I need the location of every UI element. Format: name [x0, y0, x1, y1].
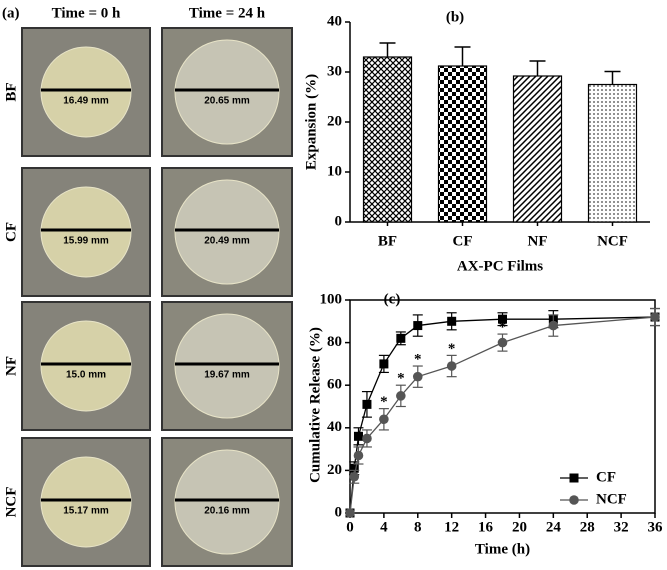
annotation: * — [499, 320, 507, 336]
x-axis-label: AX-PC Films — [457, 258, 543, 274]
y-tick-label: 80 — [327, 334, 342, 350]
marker — [379, 359, 389, 369]
measurement: 20.65 mm — [204, 96, 250, 107]
measurement: 15.99 mm — [63, 236, 109, 247]
x-axis-label: Time (h) — [475, 541, 530, 557]
y-tick-label: 10 — [327, 163, 342, 179]
annotation: * — [414, 351, 422, 367]
y-tick-label: 100 — [320, 291, 343, 307]
row-label: NCF — [3, 487, 19, 518]
film — [174, 313, 280, 419]
film — [40, 186, 132, 278]
marker — [345, 508, 355, 518]
x-tick-label: 32 — [614, 519, 629, 535]
marker — [396, 391, 406, 401]
marker — [353, 431, 363, 441]
x-tick-label: BF — [378, 233, 397, 249]
legend-label: NCF — [596, 491, 627, 507]
y-tick-label: 40 — [327, 419, 342, 435]
x-tick-label: 28 — [580, 519, 595, 535]
x-tick-label: NF — [528, 233, 548, 249]
marker — [446, 361, 457, 371]
bar — [362, 56, 413, 223]
legend-marker — [569, 495, 579, 505]
marker — [349, 471, 360, 482]
measurement: 16.49 mm — [63, 96, 109, 107]
legend-label: CF — [596, 469, 616, 485]
panel-label: (b) — [446, 9, 464, 25]
x-tick-label: 20 — [512, 519, 527, 535]
film — [40, 320, 132, 412]
measurement: 20.16 mm — [204, 506, 250, 517]
measurement: 15.17 mm — [63, 506, 109, 517]
x-tick-label: 24 — [546, 519, 562, 535]
y-tick-label: 40 — [327, 13, 342, 29]
marker — [548, 320, 559, 331]
film — [40, 46, 132, 138]
panel-label: (a) — [2, 5, 20, 21]
row-label: BF — [3, 82, 19, 101]
row-label: NF — [3, 356, 19, 376]
marker — [412, 371, 423, 382]
marker — [497, 337, 508, 348]
y-tick-label: 20 — [327, 113, 342, 129]
annotation: * — [397, 371, 405, 387]
x-tick-label: NCF — [597, 233, 628, 249]
column-header: Time = 0 h — [52, 5, 121, 21]
x-tick-label: 12 — [444, 519, 459, 535]
x-tick-label: 16 — [478, 519, 494, 535]
film — [174, 39, 280, 145]
marker — [362, 433, 372, 444]
marker — [379, 414, 389, 425]
bar — [437, 65, 488, 223]
measurement: 15.0 mm — [66, 370, 106, 381]
x-tick-label: 36 — [648, 519, 664, 535]
y-tick-label: 0 — [335, 504, 343, 520]
x-tick-label: CF — [453, 233, 473, 249]
y-axis-label: Expansion (%) — [303, 74, 319, 170]
column-header: Time = 24 h — [189, 5, 266, 21]
film — [174, 449, 280, 555]
marker — [349, 463, 359, 473]
marker — [353, 450, 364, 461]
marker — [413, 321, 423, 331]
marker — [650, 312, 660, 322]
marker — [498, 314, 507, 324]
legend-marker — [569, 473, 579, 483]
bar — [512, 75, 563, 223]
marker — [447, 316, 457, 326]
y-tick-label: 60 — [327, 377, 342, 393]
film — [174, 179, 280, 285]
x-tick-label: 8 — [414, 519, 422, 535]
y-tick-label: 20 — [327, 462, 342, 478]
measurement: 20.49 mm — [204, 236, 250, 247]
measurement: 19.67 mm — [204, 370, 250, 381]
annotation: * — [448, 341, 456, 357]
plot-frame — [349, 299, 656, 514]
row-label: CF — [3, 222, 19, 242]
x-tick-label: 0 — [346, 519, 354, 535]
marker — [362, 399, 372, 409]
y-tick-label: 30 — [327, 63, 342, 79]
bar — [587, 83, 638, 223]
x-tick-label: 4 — [380, 519, 388, 535]
y-tick-label: 0 — [335, 213, 343, 229]
y-axis-label: Cumulative Release (%) — [307, 327, 323, 483]
film — [40, 456, 132, 548]
annotation: * — [380, 394, 388, 410]
marker — [396, 333, 406, 343]
